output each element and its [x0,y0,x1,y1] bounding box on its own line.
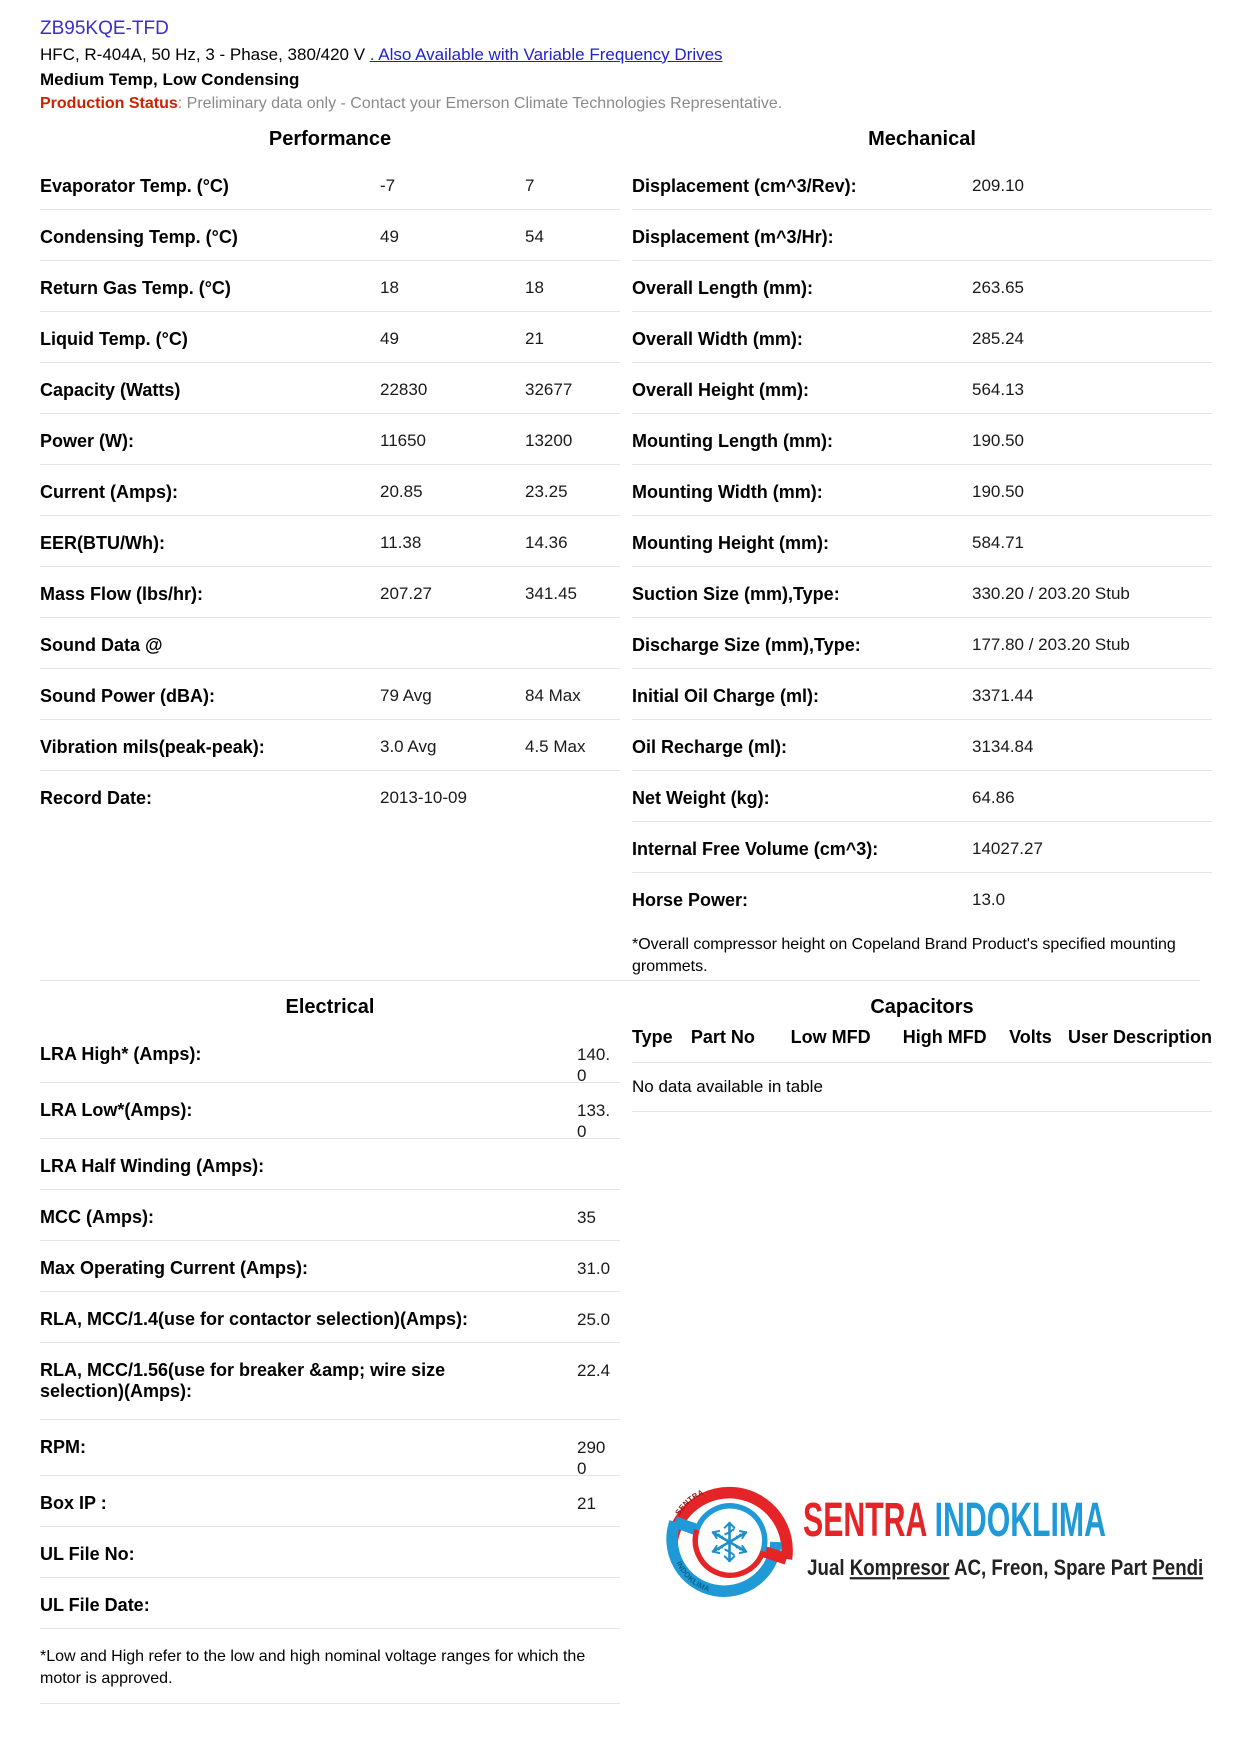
svg-text:SENTRA INDOKLIMA: SENTRA INDOKLIMA [803,1494,1106,1547]
svg-text:Jual Kompresor AC, Freon, Spar: Jual Kompresor AC, Freon, Spare Part Pen… [807,1557,1203,1581]
